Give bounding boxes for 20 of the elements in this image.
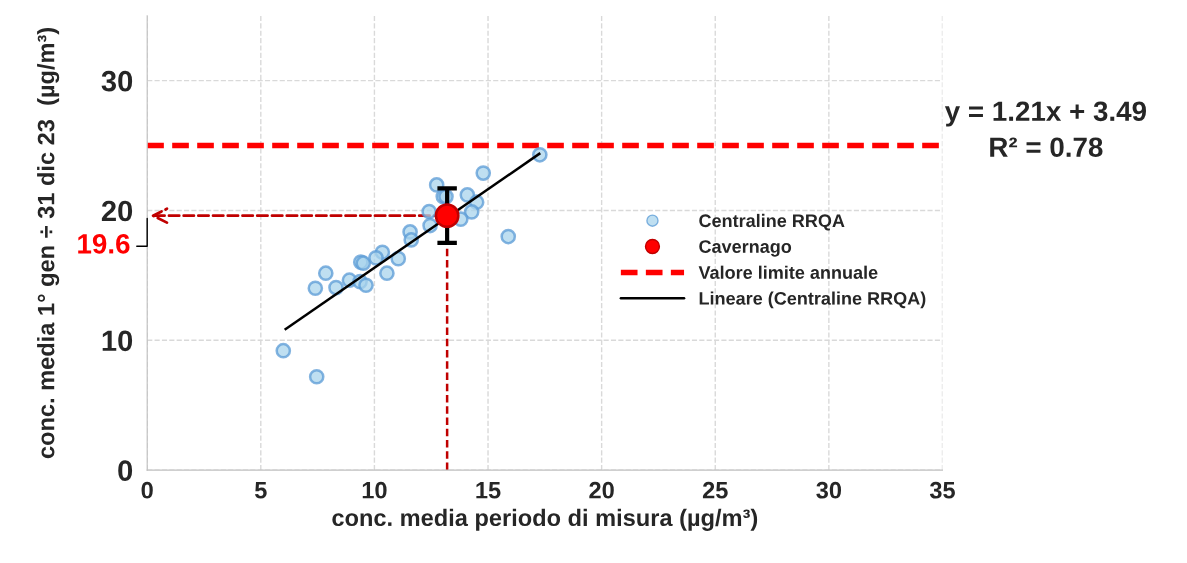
x-tick-label: 35 xyxy=(929,481,955,499)
legend-label: Cavernago xyxy=(699,240,792,257)
y-tick-label: 20 xyxy=(101,200,133,222)
y-tick-label: 0 xyxy=(118,460,133,481)
x-axis-title: conc. media periodo di misura (µg/m³) xyxy=(332,508,758,531)
x-tick-label: 30 xyxy=(816,481,842,499)
x-tick-label: 20 xyxy=(589,481,614,499)
legend-label: Lineare (Centraline RRQA) xyxy=(699,291,926,309)
annotation: 19.6 xyxy=(78,234,130,254)
y-tick-label: 30 xyxy=(101,70,133,92)
x-tick-label: 10 xyxy=(362,481,387,499)
x-tick-label: 25 xyxy=(702,481,728,499)
y-axis-title: conc. media 1° gen ÷ 31 dic 23 (µg/m³) xyxy=(37,27,60,459)
y-tick-label: 10 xyxy=(102,330,133,352)
text: y = 1.21x + 3.49 R² = 0.78 xyxy=(944,101,1147,158)
legend-label: Valore limite annuale xyxy=(698,265,878,279)
x-tick-label: 5 xyxy=(254,482,267,499)
x-tick-label: 15 xyxy=(476,482,501,499)
legend-label: Centraline RRQA xyxy=(699,213,845,231)
x-tick-label: 0 xyxy=(141,481,153,499)
